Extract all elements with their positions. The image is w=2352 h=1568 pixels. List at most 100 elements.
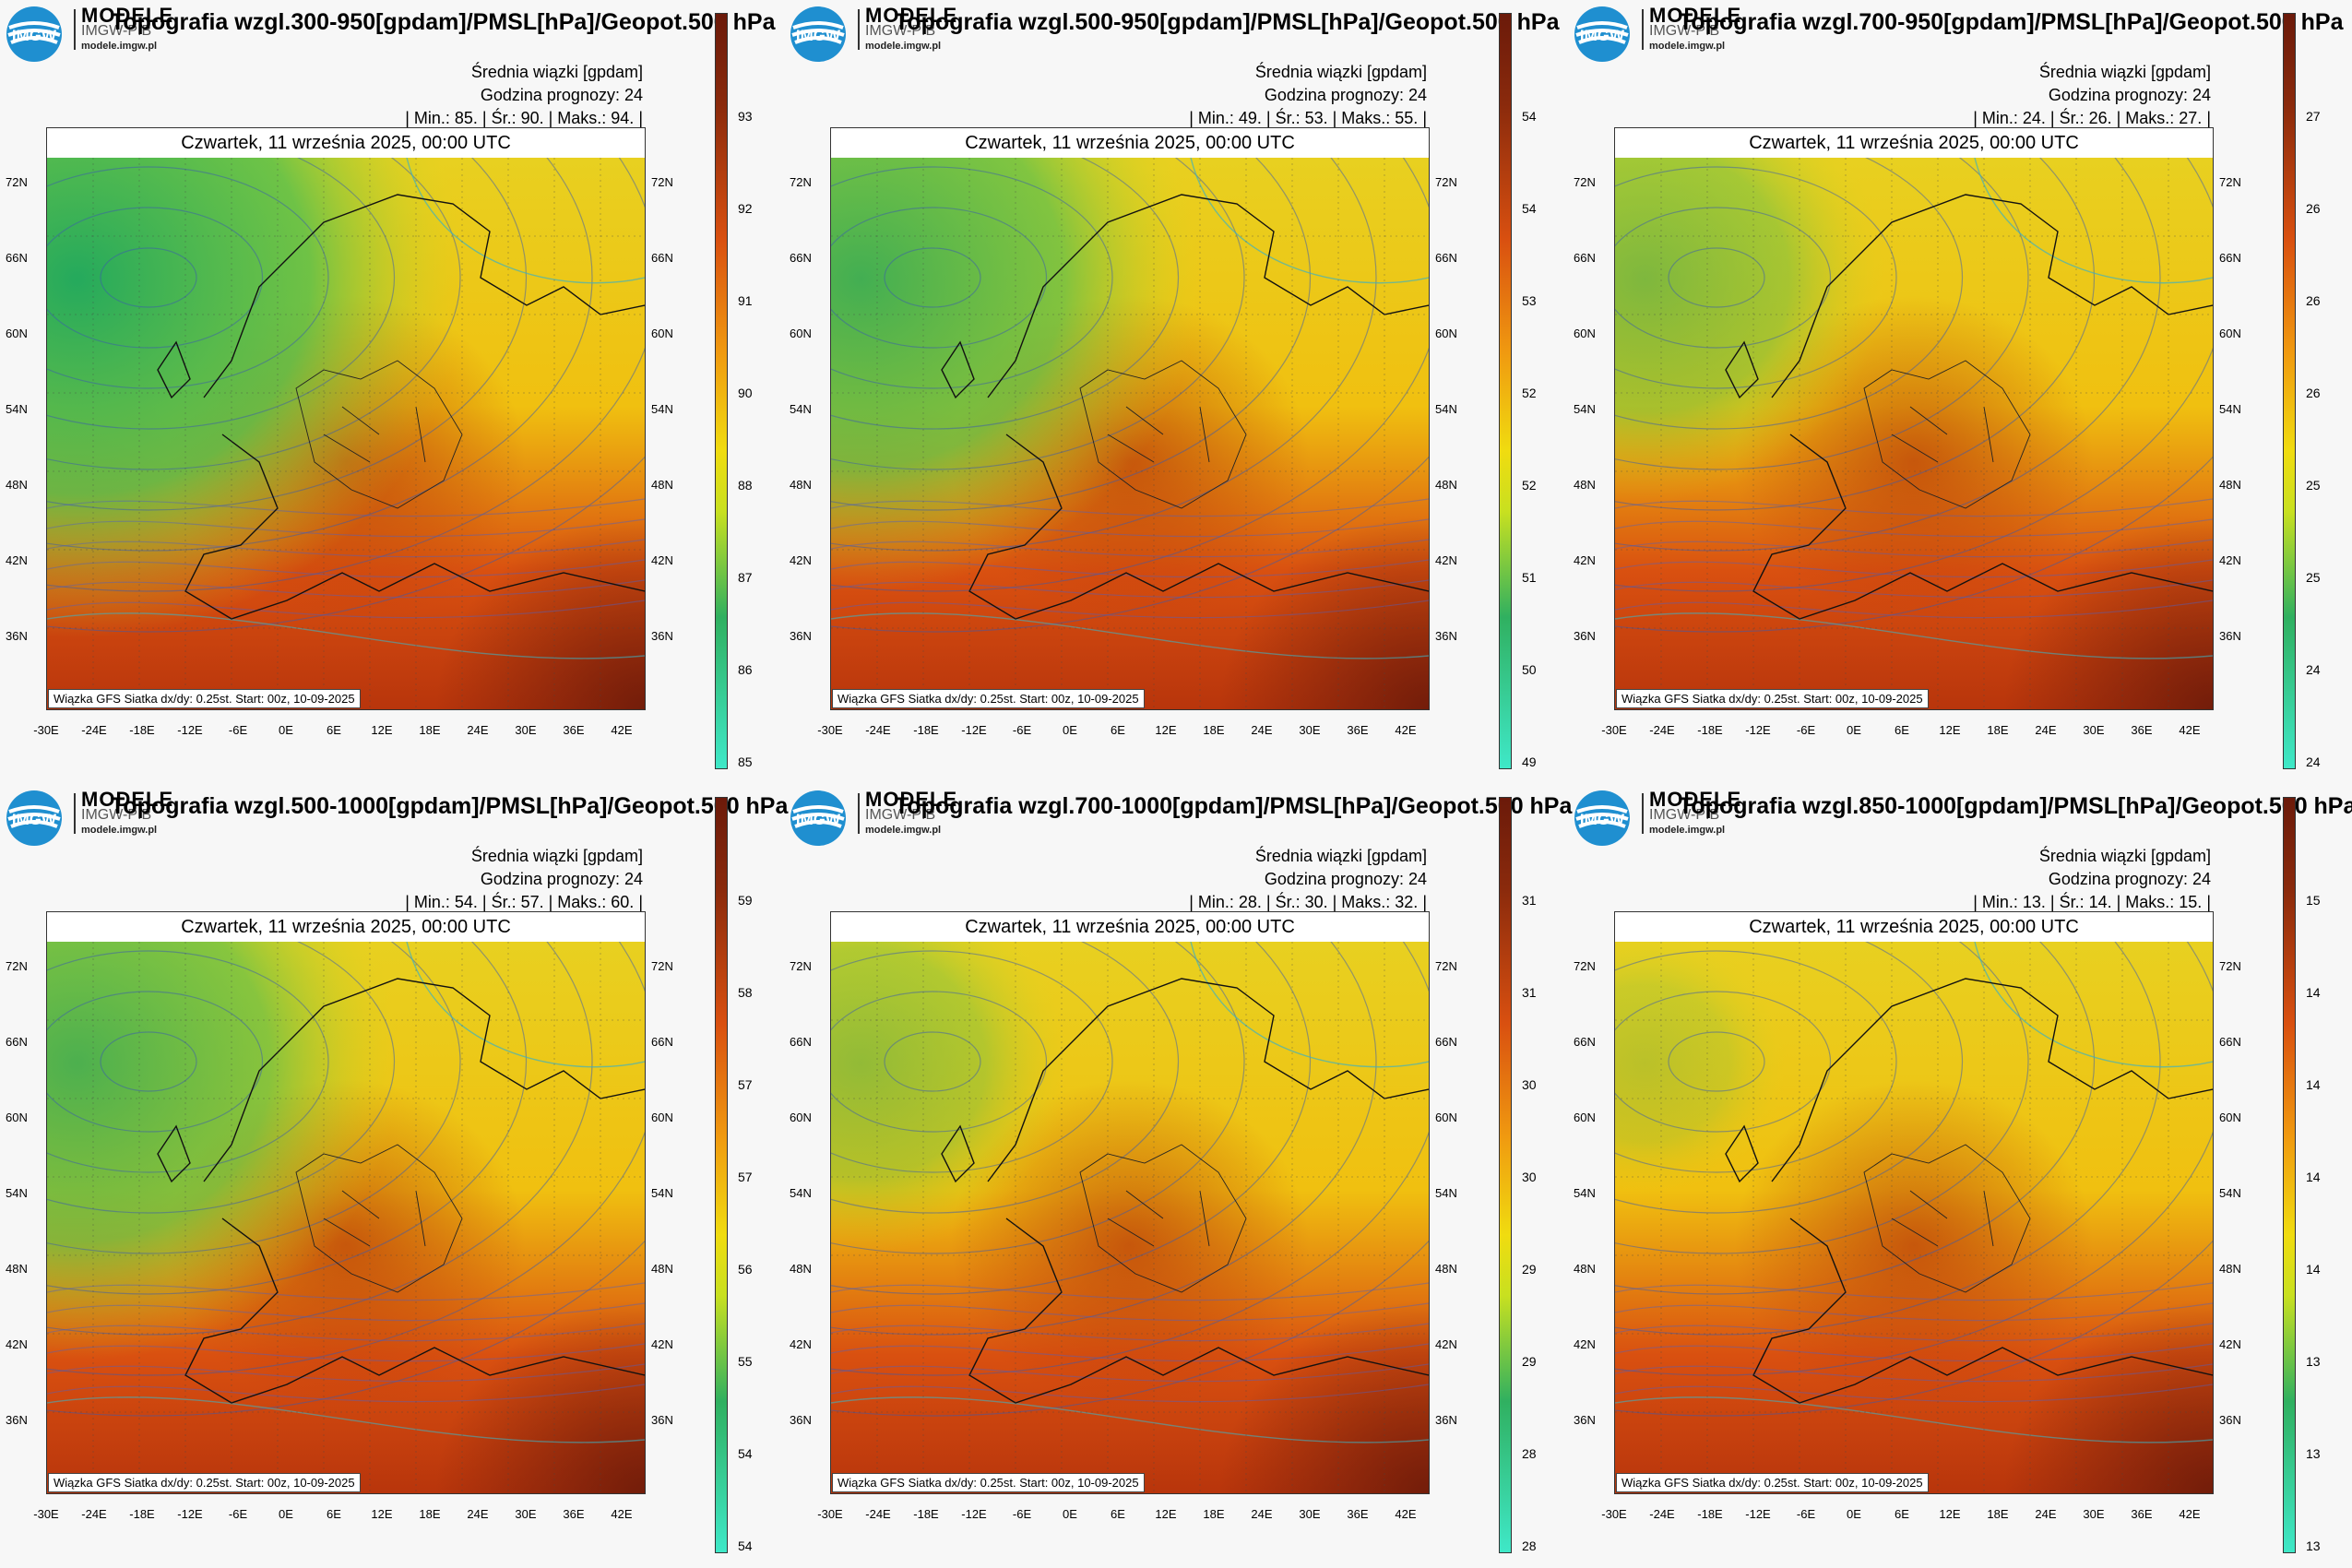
colorbar-tick: 15: [2306, 893, 2321, 908]
lon-label: 18E: [419, 1507, 441, 1521]
lat-label-right: 54N: [651, 402, 673, 416]
lat-label-right: 54N: [1435, 1186, 1457, 1200]
map-frame: Czwartek, 11 września 2025, 00:00 UTC Wią…: [46, 127, 646, 710]
lat-label-left: 36N: [790, 629, 812, 643]
lon-label: 42E: [1395, 1507, 1417, 1521]
lon-label: -12E: [1745, 723, 1771, 737]
colorbar-tick: 52: [1522, 386, 1537, 400]
imgw-logo: IMGW: [6, 790, 62, 846]
lat-label-left: 42N: [790, 1337, 812, 1351]
lon-label: 30E: [1299, 1507, 1321, 1521]
imgw-logo: IMGW: [790, 6, 846, 62]
lat-label-right: 48N: [1435, 1262, 1457, 1276]
colorbar: [1499, 13, 1512, 769]
brand-url: modele.imgw.pl: [1649, 825, 1726, 836]
lon-label: 0E: [1063, 1507, 1077, 1521]
logo-divider: [858, 793, 860, 834]
lat-label-right: 36N: [1435, 1413, 1457, 1427]
panel-info: Średnia wiązki [gpdam] Godzina prognozy: …: [1189, 61, 1427, 130]
panel-info: Średnia wiązki [gpdam] Godzina prognozy: …: [1189, 845, 1427, 914]
lat-label-left: 54N: [1574, 1186, 1596, 1200]
map-frame: Czwartek, 11 września 2025, 00:00 UTC Wią…: [46, 911, 646, 1494]
lat-label-right: 72N: [1435, 959, 1457, 973]
model-footnote: Wiązka GFS Siatka dx/dy: 0.25st. Start: …: [1616, 1473, 1929, 1492]
lon-label: 24E: [467, 723, 489, 737]
logo-divider: [1642, 9, 1644, 50]
lat-label-right: 42N: [651, 1337, 673, 1351]
lat-label-right: 66N: [2219, 251, 2241, 265]
lat-label-left: 42N: [1574, 553, 1596, 567]
lon-label: 42E: [611, 1507, 633, 1521]
model-footnote: Wiązka GFS Siatka dx/dy: 0.25st. Start: …: [1616, 689, 1929, 708]
field-map: [47, 158, 645, 709]
forecast-panel: IMGW MODELE IMGW-PIB modele.imgw.pl Topograf…: [784, 784, 1572, 1568]
colorbar-tick: 14: [2306, 985, 2321, 1000]
panel-title: Topografia wzgl.300-950[gpdam]/PMSL[hPa]…: [111, 9, 776, 35]
lat-label-right: 60N: [1435, 327, 1457, 340]
lat-label-left: 66N: [1574, 1035, 1596, 1049]
colorbar-tick: 29: [1522, 1354, 1537, 1369]
model-footnote: Wiązka GFS Siatka dx/dy: 0.25st. Start: …: [48, 689, 361, 708]
field-label: Średnia wiązki [gpdam]: [1254, 63, 1427, 81]
svg-text:IMGW: IMGW: [796, 811, 841, 828]
brand-name: MODELE: [1649, 4, 1742, 27]
lon-label: 36E: [2131, 1507, 2153, 1521]
map-frame: Czwartek, 11 września 2025, 00:00 UTC Wią…: [830, 911, 1430, 1494]
colorbar-tick: 27: [2306, 109, 2321, 124]
lon-label: 12E: [371, 1507, 393, 1521]
lon-label: -30E: [33, 1507, 59, 1521]
map-area[interactable]: [47, 942, 645, 1493]
lat-label-right: 54N: [1435, 402, 1457, 416]
lat-label-left: 66N: [6, 251, 28, 265]
panel-title: Topografia wzgl.850-1000[gpdam]/PMSL[hPa…: [1679, 793, 2352, 819]
map-area[interactable]: [1615, 942, 2213, 1493]
map-area[interactable]: [47, 158, 645, 709]
brand-name: MODELE: [1649, 788, 1742, 811]
colorbar-tick: 54: [738, 1446, 753, 1461]
map-area[interactable]: [1615, 158, 2213, 709]
map-area[interactable]: [831, 942, 1429, 1493]
lon-label: -6E: [1012, 1507, 1032, 1521]
lon-label: 18E: [1203, 1507, 1225, 1521]
colorbar: [715, 13, 728, 769]
lon-label: -18E: [913, 723, 939, 737]
lat-label-right: 72N: [2219, 959, 2241, 973]
lat-label-right: 48N: [1435, 478, 1457, 492]
colorbar-tick: 54: [1522, 201, 1537, 216]
panel-title: Topografia wzgl.500-1000[gpdam]/PMSL[hPa…: [111, 793, 789, 819]
lat-label-left: 66N: [790, 251, 812, 265]
lon-label: 12E: [1155, 1507, 1177, 1521]
colorbar-tick: 14: [2306, 1262, 2321, 1277]
svg-text:IMGW: IMGW: [1580, 811, 1625, 828]
colorbar-tick: 57: [738, 1077, 753, 1092]
colorbar-tick: 54: [1522, 109, 1537, 124]
lon-label: 0E: [279, 1507, 293, 1521]
colorbar-tick: 91: [738, 293, 753, 308]
brand-name: MODELE: [865, 788, 958, 811]
colorbar-tick: 28: [1522, 1538, 1537, 1553]
lat-label-right: 48N: [651, 478, 673, 492]
field-map: [1615, 158, 2213, 709]
panel-info: Średnia wiązki [gpdam] Godzina prognozy: …: [405, 61, 643, 130]
lat-label-left: 42N: [6, 553, 28, 567]
lat-label-left: 36N: [1574, 1413, 1596, 1427]
lat-label-right: 72N: [2219, 175, 2241, 189]
forecast-panel: IMGW MODELE IMGW-PIB modele.imgw.pl Topograf…: [1568, 784, 2352, 1568]
lat-label-right: 36N: [2219, 629, 2241, 643]
colorbar-tick: 52: [1522, 478, 1537, 493]
brand-sub: IMGW-PIB: [81, 23, 152, 39]
colorbar-tick: 55: [738, 1354, 753, 1369]
lon-label: -18E: [129, 723, 155, 737]
lat-label-right: 66N: [1435, 251, 1457, 265]
map-area[interactable]: [831, 158, 1429, 709]
lat-label-right: 36N: [1435, 629, 1457, 643]
lat-label-right: 66N: [2219, 1035, 2241, 1049]
lon-label: 30E: [2083, 723, 2105, 737]
lat-label-right: 60N: [651, 1111, 673, 1124]
valid-date: Czwartek, 11 września 2025, 00:00 UTC: [1615, 128, 2213, 159]
svg-text:IMGW: IMGW: [12, 811, 57, 828]
panel-info: Średnia wiązki [gpdam] Godzina prognozy: …: [1973, 61, 2211, 130]
panel-title: Topografia wzgl.500-950[gpdam]/PMSL[hPa]…: [895, 9, 1560, 35]
colorbar-tick: 13: [2306, 1354, 2321, 1369]
lat-label-right: 42N: [651, 553, 673, 567]
